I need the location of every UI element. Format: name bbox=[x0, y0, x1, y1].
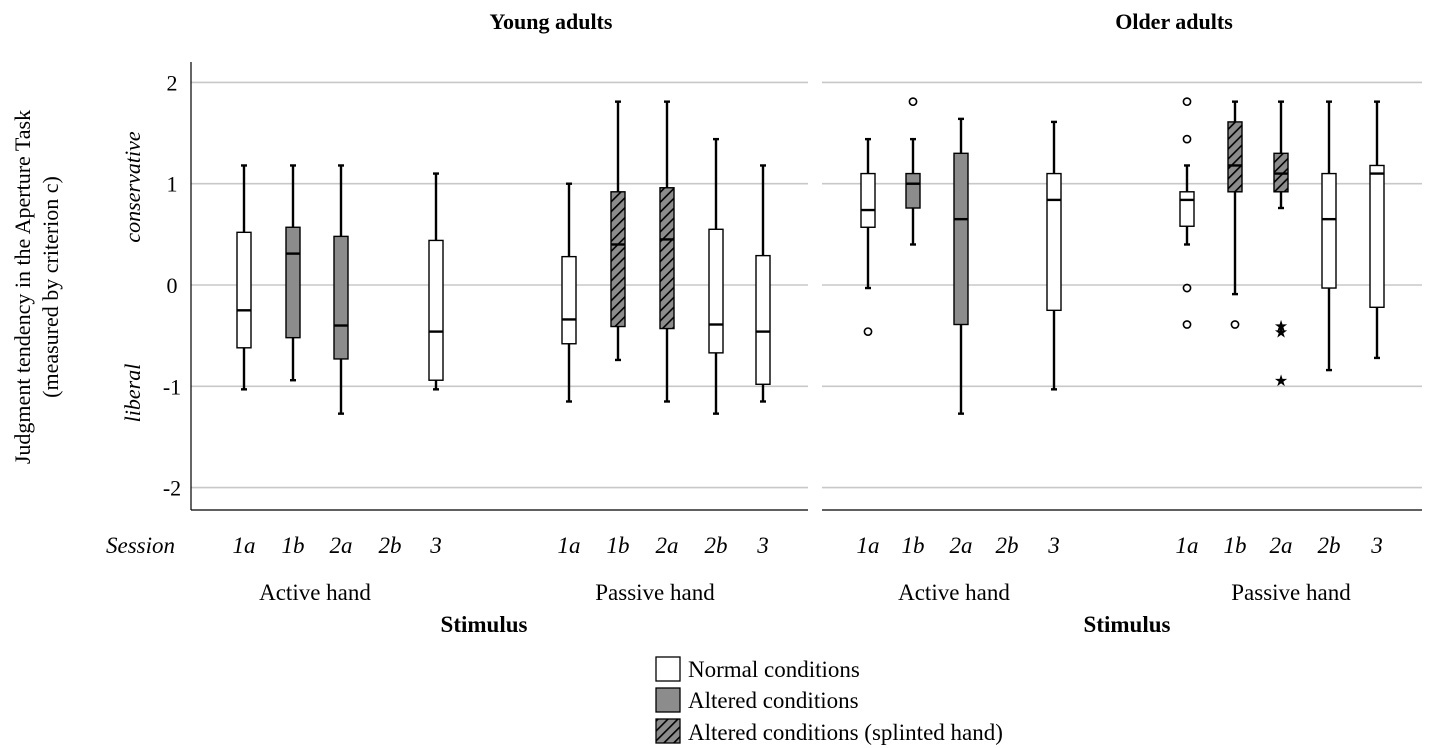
session-tick-label: 3 bbox=[756, 533, 769, 558]
extreme-point: ★ bbox=[1274, 317, 1288, 336]
y-annotation-liberal: liberal bbox=[120, 364, 145, 423]
box-iqr bbox=[1227, 121, 1243, 193]
legend-swatch-altered bbox=[655, 687, 681, 713]
box-iqr bbox=[285, 226, 301, 339]
group-label: Active hand bbox=[259, 580, 371, 605]
session-tick-label: 1b bbox=[607, 533, 630, 558]
outlier-point bbox=[1182, 320, 1192, 329]
x-axis-title-left: Stimulus bbox=[441, 612, 528, 637]
session-tick-label: 2b bbox=[1318, 533, 1341, 558]
session-tick-label: 1b bbox=[902, 533, 925, 558]
y-tick-label: 2 bbox=[167, 70, 178, 95]
panel-title: Older adults bbox=[1115, 9, 1233, 34]
box-3 bbox=[428, 172, 444, 391]
session-tick-label: 1b bbox=[282, 533, 305, 558]
outlier-point bbox=[1182, 134, 1192, 144]
box-2a: ★★★ bbox=[1273, 100, 1289, 390]
box-iqr bbox=[755, 254, 771, 385]
legend-label-normal: Normal conditions bbox=[688, 657, 860, 682]
y-tick-label: -1 bbox=[163, 374, 181, 399]
box-2a bbox=[953, 117, 969, 415]
extreme-point: ★ bbox=[1274, 371, 1288, 390]
box-3 bbox=[755, 164, 771, 403]
session-tick-label: 1a bbox=[1176, 533, 1199, 558]
group-label: Active hand bbox=[898, 580, 1010, 605]
outlier-point bbox=[1182, 283, 1192, 293]
y-axis-label-line2: (measured by criterion c) bbox=[38, 176, 63, 398]
session-label: Session bbox=[106, 533, 175, 558]
legend-label-altered: Altered conditions bbox=[688, 688, 859, 713]
box-1a bbox=[561, 182, 577, 403]
legend-swatch-normal bbox=[655, 656, 681, 682]
box-iqr bbox=[561, 255, 577, 345]
box-iqr bbox=[708, 228, 724, 354]
session-tick-label: 1a bbox=[233, 533, 256, 558]
y-tick-label: -2 bbox=[163, 476, 181, 501]
y-tick-label: 1 bbox=[167, 172, 178, 197]
box-iqr bbox=[610, 191, 626, 328]
y-axis-label-line1: Judgment tendency in the Aperture Task bbox=[10, 110, 35, 464]
session-tick-label: 2a bbox=[1270, 533, 1293, 558]
box-2b bbox=[1321, 100, 1337, 372]
session-tick-label: 3 bbox=[1047, 533, 1060, 558]
outlier-point bbox=[908, 97, 918, 107]
box-1a bbox=[1179, 97, 1195, 329]
box-1b bbox=[905, 97, 921, 246]
box-2a bbox=[333, 164, 349, 415]
session-tick-label: 1b bbox=[1224, 533, 1247, 558]
session-tick-label: 3 bbox=[429, 533, 442, 558]
box-1b bbox=[1227, 100, 1243, 329]
box-3 bbox=[1046, 120, 1062, 391]
box-iqr bbox=[1369, 164, 1385, 308]
session-tick-label: 2a bbox=[950, 533, 973, 558]
box-iqr bbox=[905, 172, 921, 209]
group-label: Passive hand bbox=[595, 580, 715, 605]
legend-swatch-splinted bbox=[655, 718, 681, 744]
box-iqr bbox=[428, 239, 444, 381]
box-iqr bbox=[1179, 191, 1195, 227]
box-3 bbox=[1369, 100, 1385, 360]
box-2a bbox=[659, 100, 675, 403]
outlier-point bbox=[863, 327, 873, 336]
box-1a bbox=[860, 137, 876, 336]
outlier-point bbox=[1182, 97, 1192, 107]
session-tick-label: 2a bbox=[330, 533, 353, 558]
extreme-point: ★ bbox=[1274, 323, 1288, 342]
legend-label-splinted: Altered conditions (splinted hand) bbox=[688, 720, 1003, 745]
outlier-point bbox=[1230, 320, 1240, 329]
box-iqr bbox=[953, 152, 969, 326]
y-tick-label: 0 bbox=[167, 273, 178, 298]
box-1b bbox=[285, 164, 301, 382]
y-tick-labels: 2 1 0 -1 -2 bbox=[163, 70, 181, 500]
panel-title: Young adults bbox=[490, 9, 613, 34]
session-tick-label: 3 bbox=[1370, 533, 1383, 558]
session-tick-label: 2b bbox=[705, 533, 728, 558]
session-tick-label: 1a bbox=[857, 533, 880, 558]
session-tick-label: 1a bbox=[558, 533, 581, 558]
session-tick-label: 2a bbox=[656, 533, 679, 558]
y-annotation-conservative: conservative bbox=[120, 131, 145, 242]
legend: Normal conditions Altered conditions Alt… bbox=[655, 656, 1003, 745]
box-2b bbox=[708, 137, 724, 415]
group-label: Passive hand bbox=[1231, 580, 1351, 605]
box-iqr bbox=[860, 172, 876, 228]
session-tick-label: 2b bbox=[996, 533, 1019, 558]
x-axis-title-right: Stimulus bbox=[1084, 612, 1171, 637]
box-1b bbox=[610, 100, 626, 362]
session-tick-label: 2b bbox=[379, 533, 402, 558]
box-iqr bbox=[1046, 172, 1062, 312]
box-iqr bbox=[333, 235, 349, 360]
box-iqr bbox=[659, 187, 675, 330]
box-iqr bbox=[236, 231, 252, 349]
box-iqr bbox=[1321, 172, 1337, 289]
box-1a bbox=[236, 164, 252, 391]
panel: Older adults 1a 1b 2a 2b 3 Active hand 1a 1b 2a 2b… bbox=[822, 9, 1422, 605]
